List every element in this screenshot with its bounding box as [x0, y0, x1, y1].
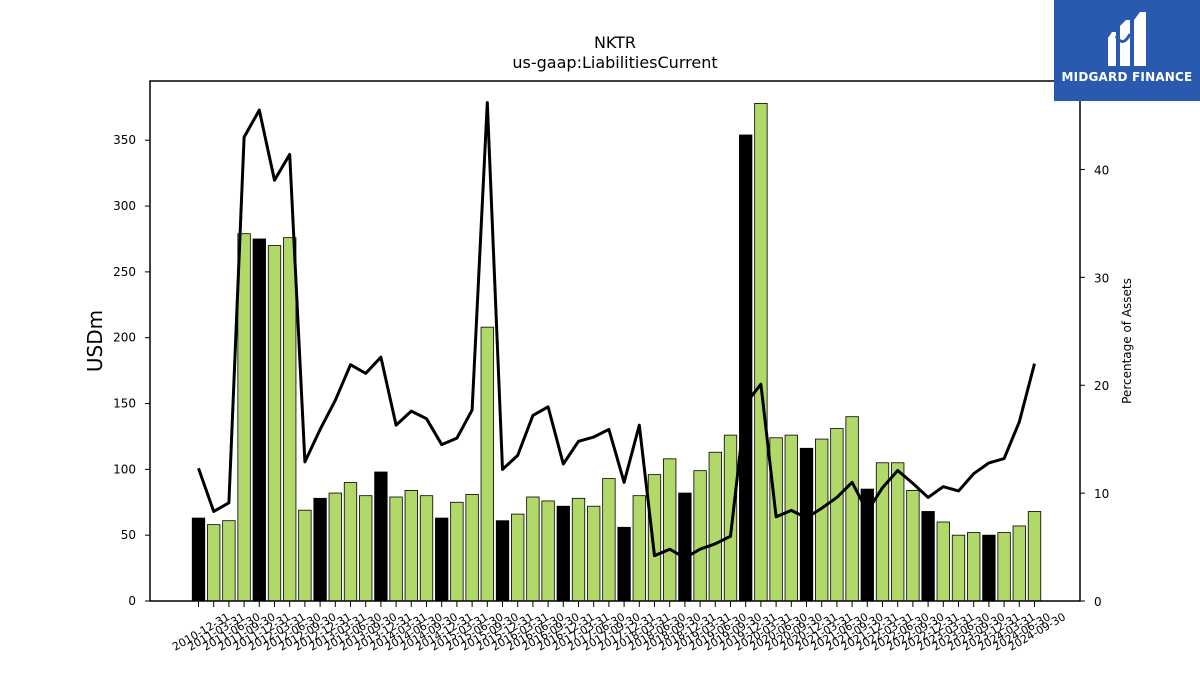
bar-2016-12-31 [556, 505, 570, 602]
bar-2012-09-30 [298, 509, 312, 602]
bar-2012-12-31 [313, 497, 327, 602]
bar-2013-06-30 [343, 482, 358, 602]
y2-tick-label: 20 [1094, 379, 1109, 393]
y-tick-label: 300 [113, 199, 136, 213]
bar-2016-09-30 [541, 500, 555, 602]
bar-2021-03-31 [815, 438, 829, 602]
plot-frame [149, 80, 1081, 602]
bar-2021-06-30 [830, 428, 844, 602]
bar-2016-03-31 [511, 513, 525, 602]
bar-2022-12-31 [921, 511, 935, 602]
y2-tick-label: 10 [1094, 487, 1109, 501]
bar-2015-06-30 [465, 493, 479, 602]
bar-2024-06-30 [1012, 525, 1026, 602]
y2-tick-label: 0 [1094, 595, 1102, 609]
bar-2017-03-31 [571, 497, 586, 602]
chart-title: NKTR [594, 33, 636, 52]
midgard-m-logo-icon [1108, 12, 1146, 66]
bar-2016-06-30 [526, 496, 540, 602]
bar-2012-03-31 [267, 245, 282, 602]
y-axis-left: 0 50 100 150 200 250 300 350 [113, 133, 150, 608]
y-tick-label: 350 [113, 133, 136, 147]
chart-subtitle: us-gaap:LiabilitiesCurrent [512, 53, 717, 72]
bar-2014-06-30 [404, 490, 418, 602]
bar-2018-09-30 [663, 458, 677, 602]
bar-2015-09-30 [480, 326, 494, 602]
y2-tick-label: 40 [1094, 163, 1109, 177]
y-tick-label: 0 [128, 594, 136, 608]
bar-2022-06-30 [891, 462, 905, 602]
percentage-line [197, 101, 1036, 560]
y2-axis-label: Percentage of Assets [1120, 278, 1134, 404]
bar-2013-09-30 [359, 495, 373, 602]
bar-2020-03-31 [754, 102, 768, 602]
bar-2014-09-30 [419, 495, 434, 602]
logo-text: MIDGARD FINANCE [1061, 70, 1193, 84]
bar-2015-03-31 [450, 501, 464, 602]
bar-2011-06-30 [222, 520, 236, 602]
bar-2024-03-31 [997, 532, 1011, 602]
bar-2021-09-30 [845, 416, 859, 602]
y-axis-label: USDm [83, 310, 107, 372]
bar-2015-12-31 [495, 520, 510, 602]
bar-2011-12-31 [252, 238, 266, 602]
bar-series [191, 102, 1042, 602]
bar-2020-09-30 [784, 434, 798, 602]
bar-2017-12-31 [617, 526, 631, 602]
bar-2010-12-31 [191, 517, 206, 602]
bar-2012-06-30 [283, 237, 297, 602]
bar-2017-06-30 [587, 505, 601, 602]
bar-2013-03-31 [328, 492, 342, 602]
bar-2019-06-30 [708, 451, 722, 602]
bar-2023-09-30 [967, 532, 981, 602]
midgard-finance-logo: MIDGARD FINANCE [1054, 0, 1200, 101]
bar-2014-03-31 [389, 496, 403, 602]
y-tick-label: 200 [113, 331, 136, 345]
bar-2019-09-30 [723, 434, 738, 602]
bar-2024-09-30 [1027, 511, 1042, 602]
y-tick-label: 100 [113, 462, 136, 476]
bar-2020-12-31 [799, 447, 814, 602]
bar-2019-12-31 [739, 134, 753, 602]
y-tick-label: 150 [113, 397, 136, 411]
line-series [197, 101, 1036, 560]
bar-2019-03-31 [693, 470, 707, 602]
bar-2023-06-30 [951, 534, 966, 602]
bar-2018-12-31 [678, 492, 692, 602]
y2-tick-label: 30 [1094, 271, 1109, 285]
y-axis-right: 0 10 20 30 40 [1080, 163, 1109, 609]
bar-2018-03-31 [632, 495, 646, 602]
y-tick-label: 250 [113, 265, 136, 279]
bar-2018-06-30 [647, 474, 662, 602]
bar-2013-12-31 [374, 471, 388, 602]
bar-2017-09-30 [602, 478, 616, 602]
bar-2023-12-31 [982, 534, 996, 602]
x-axis: 2010-12-312011-03-312011-06-302011-09-30… [170, 601, 1068, 654]
bar-2014-12-31 [435, 517, 449, 602]
bar-2022-09-30 [906, 490, 920, 602]
bar-2023-03-31 [936, 521, 950, 602]
y-tick-label: 50 [121, 528, 136, 542]
bar-2020-06-30 [769, 437, 783, 602]
bar-2011-09-30 [237, 233, 251, 602]
bar-2011-03-31 [207, 524, 221, 602]
